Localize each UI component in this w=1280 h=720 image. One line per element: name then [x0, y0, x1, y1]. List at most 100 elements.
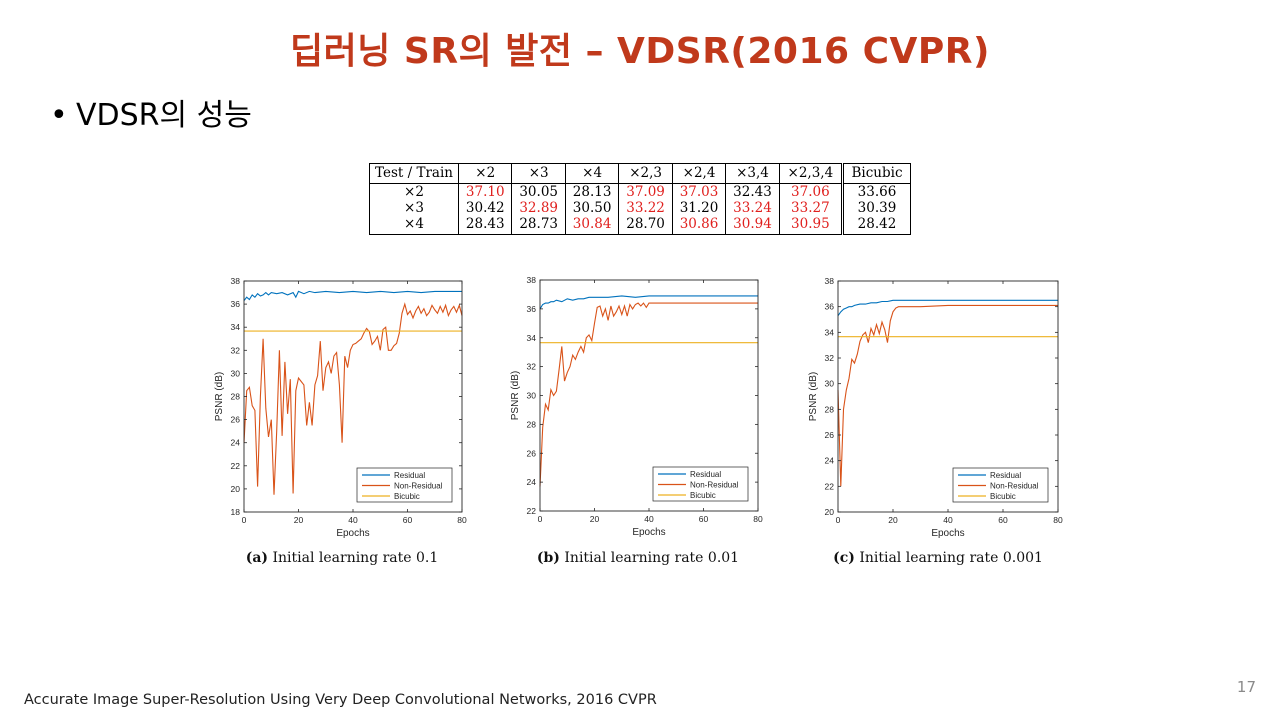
y-tick-label: 20 — [231, 484, 241, 494]
table-cell: 30.94 — [725, 216, 780, 235]
table-cell: 28.70 — [618, 216, 673, 235]
results-table: Test / Train ×2 ×3 ×4 ×2,3 ×2,4 ×3,4 ×2,… — [369, 163, 911, 235]
table-cell: 28.43 — [457, 216, 512, 235]
row-header-cell: ×2 — [404, 184, 424, 200]
table-header: ×2,4 — [671, 163, 726, 184]
table-cell: 30.39 — [841, 200, 911, 216]
legend-entry: Bicubic — [690, 491, 716, 500]
legend-entry: Residual — [394, 471, 425, 480]
y-axis-label: PSNR (dB) — [510, 371, 521, 420]
y-tick-label: 22 — [527, 506, 537, 516]
x-axis-label: Epochs — [632, 527, 665, 538]
table-cell: 28.13 — [564, 183, 619, 200]
y-tick-label: 28 — [527, 419, 537, 429]
table-cell: 30.95 — [778, 216, 843, 235]
chart-panel-1: 18 20 22 24 26 28 30 32 34 36 38 0 20 40 60 80 Epochs PSN… — [214, 276, 467, 566]
table-cell: 37.06 — [778, 183, 843, 200]
table-cell: 33.27 — [778, 200, 843, 216]
legend-entry: Non-Residual — [990, 482, 1039, 491]
table-header-row: Test / Train ×2 ×3 ×4 ×2,3 ×2,4 ×3,4 ×2,… — [369, 163, 911, 184]
table-row: ×3 30.42 32.89 30.50 33.22 31.20 33.24 33.27 30.… — [370, 200, 911, 216]
y-tick-label: 26 — [527, 448, 537, 458]
x-axis-label: Epochs — [336, 528, 369, 539]
y-tick-label: 38 — [825, 276, 835, 286]
legend-entry: Residual — [990, 471, 1021, 480]
y-tick-label: 38 — [231, 276, 241, 286]
chart-caption-prefix: (b) — [537, 550, 560, 566]
x-tick-label: 0 — [242, 515, 247, 525]
series-line-non-residual — [243, 302, 463, 495]
table-row: ×4 28.43 28.73 30.84 28.70 30.86 30.94 30.95 28.… — [370, 216, 911, 235]
chart-panel-2: 22 24 26 28 30 32 34 36 38 0 20 40 60 80 Epochs PSNR (d… — [510, 275, 763, 566]
x-tick-label: 80 — [457, 515, 467, 525]
table-cell: 33.24 — [725, 200, 780, 216]
x-tick-label: 20 — [294, 515, 304, 525]
x-tick-label: 40 — [943, 515, 953, 525]
y-axis-label: PSNR (dB) — [214, 372, 225, 421]
chart-caption-text: Initial learning rate 0.1 — [272, 550, 438, 566]
table-header: ×2 — [457, 163, 512, 184]
chart-caption: (a) Initial learning rate 0.1 — [246, 550, 439, 566]
table-cell: 30.50 — [564, 200, 619, 216]
y-tick-label: 30 — [231, 368, 241, 378]
series-line-residual — [837, 299, 1058, 317]
table-cell: 30.42 — [457, 200, 512, 216]
y-tick-label: 32 — [231, 345, 241, 355]
y-tick-label: 26 — [231, 415, 241, 425]
table-cell: 28.42 — [841, 216, 911, 235]
table-header: Test / Train — [369, 163, 459, 184]
table-cell: 37.10 — [457, 183, 512, 200]
legend-entry: Non-Residual — [690, 481, 739, 490]
reference-citation: Accurate Image Super-Resolution Using Ve… — [24, 692, 657, 708]
row-header-cell: ×4 — [404, 216, 424, 232]
table-cell: 32.89 — [511, 200, 566, 216]
x-tick-label: 20 — [888, 515, 898, 525]
chart-caption-text: Initial learning rate 0.01 — [564, 550, 739, 566]
legend-entry: Residual — [690, 470, 721, 479]
series-line-residual — [539, 295, 758, 310]
x-axis-label: Epochs — [931, 528, 964, 539]
y-axis-label: PSNR (dB) — [808, 372, 819, 421]
y-tick-label: 24 — [231, 438, 241, 448]
legend-entry: Non-Residual — [394, 482, 443, 491]
table-body: ×2 37.10 30.05 28.13 37.09 37.03 32.43 37.06 33.… — [370, 183, 911, 235]
x-tick-label: 60 — [998, 515, 1008, 525]
y-tick-label: 20 — [825, 507, 835, 517]
series-line-non-residual — [539, 302, 758, 487]
table-header: ×2,3,4 — [778, 163, 843, 184]
x-tick-label: 40 — [644, 514, 654, 524]
page-number: 17 — [1236, 678, 1256, 696]
table-cell: 30.86 — [671, 216, 726, 235]
x-tick-label: 80 — [1053, 515, 1063, 525]
y-tick-label: 18 — [231, 507, 241, 517]
y-tick-label: 34 — [231, 322, 241, 332]
table-header: Bicubic — [841, 163, 911, 184]
y-tick-label: 28 — [825, 404, 835, 414]
y-tick-label: 32 — [825, 353, 835, 363]
table-header: ×3 — [511, 163, 566, 184]
x-tick-label: 0 — [836, 515, 841, 525]
x-tick-label: 80 — [753, 514, 763, 524]
slide-title: 딥러닝 SR의 발전 – VDSR(2016 CVPR) — [290, 31, 990, 72]
table-cell: 33.22 — [618, 200, 673, 216]
y-tick-label: 36 — [231, 299, 241, 309]
row-header-cell: ×3 — [404, 200, 424, 216]
chart-caption-text: Initial learning rate 0.001 — [859, 550, 1043, 566]
table-header: ×3,4 — [725, 163, 780, 184]
y-tick-label: 36 — [527, 304, 537, 314]
y-tick-label: 36 — [825, 302, 835, 312]
chart-caption-prefix: (c) — [833, 550, 855, 566]
bullet-item: • VDSR의 성능 — [50, 90, 252, 134]
x-tick-label: 40 — [348, 515, 358, 525]
x-tick-label: 20 — [590, 514, 600, 524]
x-tick-label: 60 — [403, 515, 413, 525]
y-tick-label: 24 — [825, 456, 835, 466]
table-cell: 30.05 — [511, 183, 566, 200]
y-tick-label: 22 — [231, 461, 241, 471]
bullet-text: VDSR의 성능 — [76, 98, 252, 133]
legend-entry: Bicubic — [990, 492, 1016, 501]
table-cell: 33.66 — [841, 183, 911, 200]
